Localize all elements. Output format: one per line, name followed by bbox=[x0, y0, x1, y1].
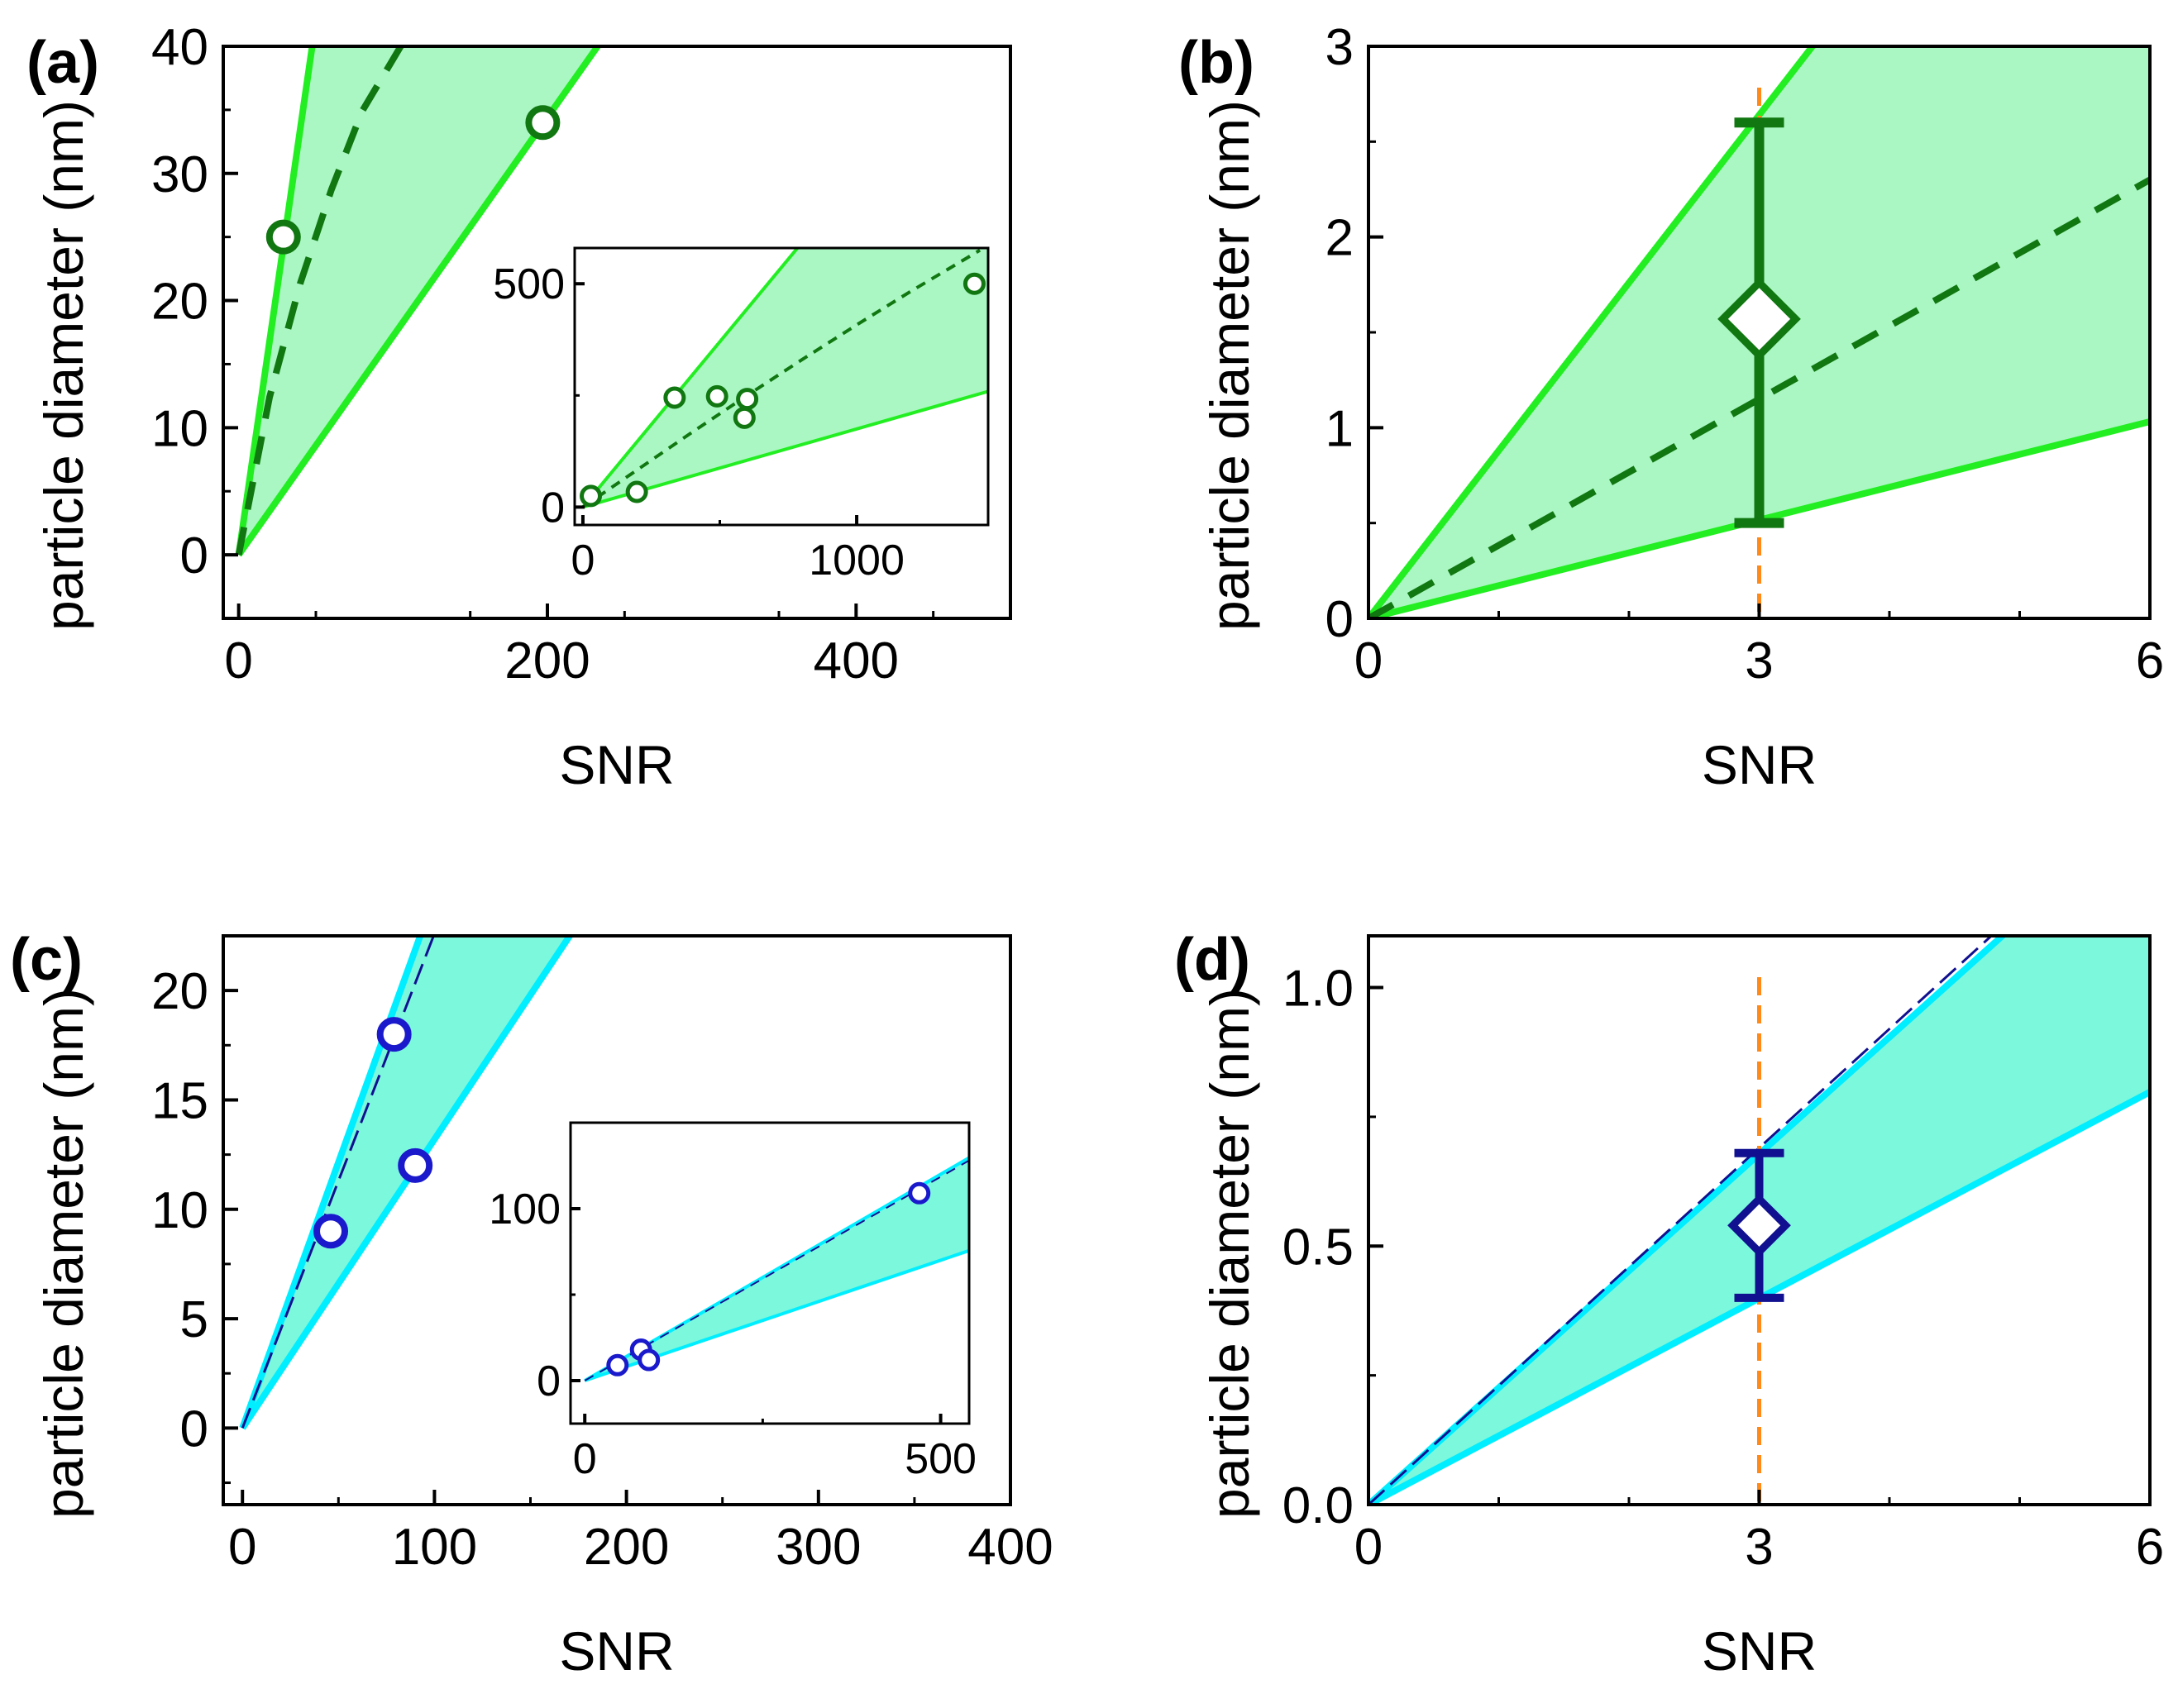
panel-a-ytick-label: 40 bbox=[151, 19, 208, 76]
panel-c-inset-frame bbox=[569, 1121, 971, 1425]
panel-c-inset-data-point bbox=[638, 1348, 661, 1372]
panel-c-inset-lower-bound-line bbox=[584, 1248, 969, 1382]
panel-b-xtick-label: 3 bbox=[1745, 632, 1773, 689]
panel-b-fit-dashed-line bbox=[1368, 176, 2150, 618]
panel-a-inset: 0 1000 0 500 bbox=[493, 246, 990, 584]
panel-a-inset-upper-bound-line bbox=[581, 248, 800, 508]
panel-c-label: (c) bbox=[10, 927, 83, 993]
panel-a-inset-data-point bbox=[736, 388, 759, 411]
panel-b-ytick-label: 0 bbox=[1325, 591, 1354, 648]
panel-d-ytick-label: 0.5 bbox=[1282, 1219, 1354, 1276]
panel-a-inset-confidence-band bbox=[582, 248, 988, 508]
panel-c-y-axis-label: particle diameter (nm) bbox=[33, 988, 94, 1519]
panel-a-xtick-label: 0 bbox=[224, 632, 252, 689]
panel-d: 0 3 6 0.0 0.5 1.0 SNR particle diameter (nm)(d) bbox=[1174, 927, 2164, 1682]
panel-b-ytick-label: 1 bbox=[1325, 400, 1354, 457]
panel-a-label: (a) bbox=[26, 30, 99, 96]
panel-d-xtick-label: 3 bbox=[1745, 1519, 1773, 1576]
panel-c-inset-ytick-label: 100 bbox=[489, 1186, 561, 1233]
panel-a-inset-plot-area bbox=[581, 248, 988, 509]
panel-c-data-point bbox=[376, 1017, 412, 1052]
panel-d-xtick-label: 6 bbox=[2136, 1519, 2164, 1576]
panel-a-inset-data-point bbox=[962, 272, 986, 295]
panel-b: 0 3 6 0 1 2 3 SNR particle diameter (nm)(b) bbox=[1178, 19, 2164, 795]
panel-c-inset-xtick-label: 500 bbox=[905, 1435, 977, 1483]
panel-b-y-axis-label: particle diameter (nm) bbox=[1199, 100, 1260, 631]
panel-d-x-axis-label: SNR bbox=[1702, 1620, 1817, 1682]
panel-c-data-point bbox=[398, 1147, 433, 1183]
panel-c-ytick-label: 10 bbox=[151, 1182, 208, 1239]
panel-c-inset-xtick-label: 0 bbox=[573, 1435, 597, 1483]
panel-c-ytick-label: 20 bbox=[151, 963, 208, 1020]
panel-c-inset: 0 500 0 100 bbox=[489, 1121, 977, 1483]
panel-a-ytick-label: 10 bbox=[151, 400, 208, 457]
panel-c-xtick-label: 300 bbox=[776, 1519, 861, 1576]
panel-c-inset-data-point bbox=[606, 1353, 629, 1376]
panel-d-lower-bound-line bbox=[1368, 1088, 2150, 1505]
panel-c-ytick-label: 5 bbox=[180, 1291, 208, 1348]
panel-a-xtick-label: 200 bbox=[504, 632, 590, 689]
panel-a-lower-bound-line bbox=[236, 46, 602, 557]
panel-c-ytick-label: 15 bbox=[151, 1072, 208, 1129]
panel-c-xtick-label: 0 bbox=[228, 1519, 256, 1576]
panel-a-xtick-label: 400 bbox=[814, 632, 899, 689]
panel-d-ytick-label: 0.0 bbox=[1282, 1477, 1354, 1534]
panel-a-fit-dashed-line bbox=[235, 46, 404, 556]
panel-d-y-axis-label: particle diameter (nm) bbox=[1199, 988, 1260, 1519]
panel-a-inset-ytick-label: 0 bbox=[541, 484, 565, 532]
panel-a-inset-data-point bbox=[625, 480, 648, 503]
panel-a-x-axis-label: SNR bbox=[559, 734, 674, 795]
panel-b-lower-bound-line bbox=[1368, 417, 2150, 618]
panel-a-y-axis-label: particle diameter (nm) bbox=[33, 100, 94, 631]
panel-b-upper-bound-line bbox=[1368, 46, 1817, 618]
panel-b-xtick-label: 0 bbox=[1354, 632, 1383, 689]
panel-c-frame bbox=[222, 934, 1012, 1506]
panel-a-inset-frame bbox=[573, 246, 990, 527]
panel-b-ytick-label: 3 bbox=[1325, 19, 1354, 76]
panel-c-data-point bbox=[313, 1214, 349, 1249]
panel-c-x-axis-label: SNR bbox=[559, 1620, 674, 1682]
panel-c-xtick-label: 200 bbox=[584, 1519, 669, 1576]
panel-a-inset-xtick-label: 0 bbox=[571, 537, 595, 584]
panel-c: 0 100 200 300 400 0 5 10 15 20 SNR particle diamete… bbox=[10, 927, 1053, 1682]
panel-c-inset-ytick-label: 0 bbox=[537, 1357, 561, 1405]
panel-a-inset-data-point bbox=[733, 406, 756, 429]
panel-c-plot-area bbox=[239, 936, 574, 1430]
panel-b-diamond-marker bbox=[1717, 277, 1801, 361]
panel-d-upper-bound-line bbox=[1368, 936, 2008, 1505]
panel-a-plot-area bbox=[235, 46, 602, 557]
panel-a-inset-data-point bbox=[580, 484, 603, 508]
panel-a-inset-data-point bbox=[705, 384, 728, 408]
panel-d-label: (d) bbox=[1174, 927, 1250, 993]
panel-a-ytick-label: 20 bbox=[151, 274, 208, 331]
panel-c-xtick-label: 100 bbox=[392, 1519, 477, 1576]
panel-b-label: (b) bbox=[1178, 30, 1254, 96]
panel-a-inset-xtick-label: 1000 bbox=[809, 537, 905, 584]
panel-a-data-point bbox=[525, 105, 561, 141]
panel-a-inset-lower-bound-line bbox=[582, 389, 988, 509]
panel-a: 0 200 400 0 10 20 30 40 SNR particle diameter (nm… bbox=[26, 19, 1012, 795]
panel-c-ytick-label: 0 bbox=[180, 1400, 208, 1458]
panel-c-lower-bound-line bbox=[239, 936, 574, 1430]
panel-d-xtick-label: 0 bbox=[1354, 1519, 1383, 1576]
panel-c-xtick-label: 400 bbox=[967, 1519, 1053, 1576]
panel-a-ytick-label: 30 bbox=[151, 146, 208, 203]
panel-a-ytick-label: 0 bbox=[180, 527, 208, 584]
panel-a-frame bbox=[222, 45, 1012, 620]
panel-b-xtick-label: 6 bbox=[2136, 632, 2164, 689]
panel-c-inset-data-point bbox=[908, 1181, 931, 1205]
panel-a-data-point bbox=[265, 219, 301, 255]
panel-b-ytick-label: 2 bbox=[1325, 210, 1354, 267]
panel-d-diamond-marker bbox=[1727, 1193, 1791, 1257]
panel-a-inset-fit-dashed-line bbox=[581, 248, 982, 509]
panel-d-ytick-label: 1.0 bbox=[1282, 961, 1354, 1018]
panel-a-inset-ytick-label: 500 bbox=[493, 260, 565, 308]
panel-c-upper-bound-line bbox=[239, 936, 424, 1429]
panel-a-inset-data-point bbox=[663, 386, 686, 409]
panel-b-x-axis-label: SNR bbox=[1702, 734, 1817, 795]
